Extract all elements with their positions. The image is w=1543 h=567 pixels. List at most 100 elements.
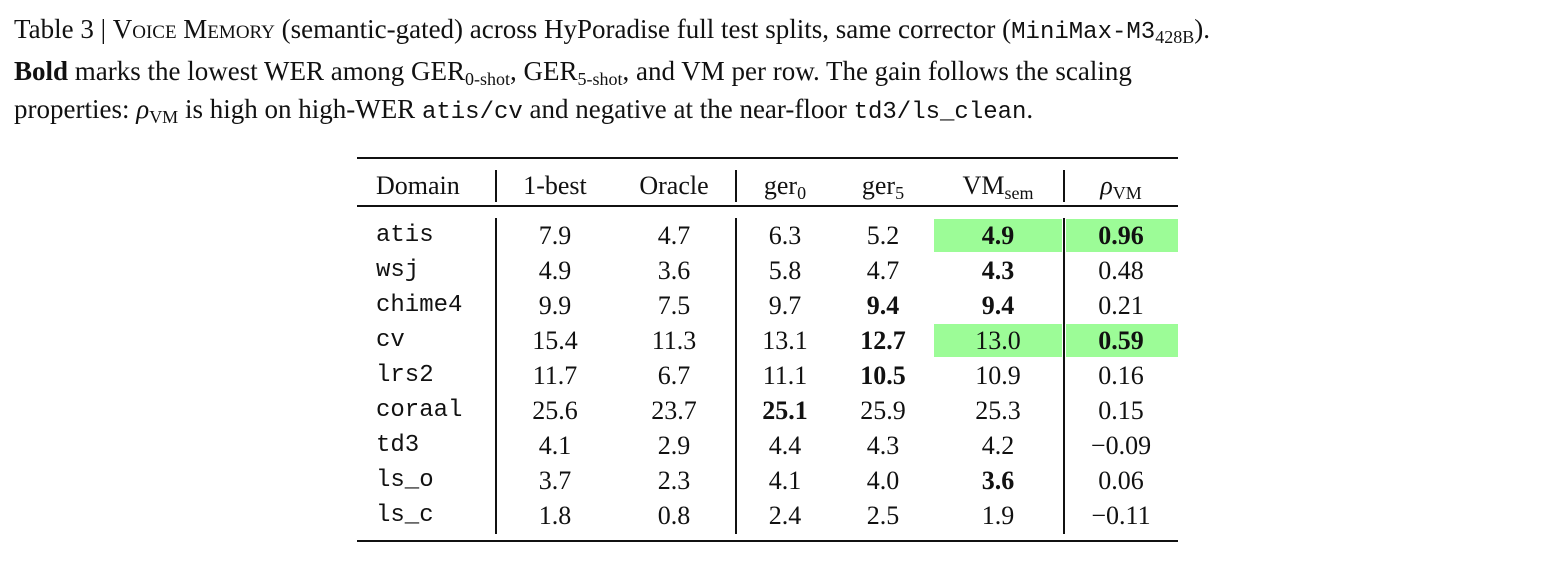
caption-text: , and VM per row. The gain follows the s… [622, 56, 1132, 86]
table-cell: 4.4 [768, 431, 802, 460]
row-label: ls_o [376, 467, 434, 494]
cell-highlight [934, 219, 1062, 252]
caption-code: td3/ls_clean [853, 99, 1027, 126]
table-cell: 2.4 [768, 501, 802, 530]
header-cell: ρVM [1041, 168, 1201, 203]
mid-rule [357, 205, 1178, 207]
header-cell: ger5 [803, 168, 963, 203]
table-cell: 15.4 [532, 326, 578, 355]
table-cell: 6.3 [768, 221, 802, 250]
table-cell: 3.6 [981, 466, 1015, 495]
header-text: ger [763, 171, 798, 200]
table-cell: 6.7 [657, 361, 691, 390]
table-cell: 10.9 [975, 361, 1021, 390]
caption-symbol: ρ [136, 94, 150, 124]
table-cell: 25.6 [532, 396, 578, 425]
header-text: ρ [1100, 171, 1113, 200]
table-cell: 4.9 [538, 256, 572, 285]
caption-code: atis/cv [421, 99, 523, 126]
table-cell: 0.48 [1098, 256, 1144, 285]
caption-text: marks the lowest WER among GER [68, 56, 465, 86]
table-cell: 5.2 [866, 221, 900, 250]
header-text: Oracle [639, 171, 709, 200]
caption-text: ). [1194, 14, 1210, 44]
caption-sub: 0-shot [464, 69, 510, 89]
column-separator [735, 218, 737, 534]
table-cell: 0.59 [1098, 326, 1144, 355]
row-label: cv [376, 327, 405, 354]
caption-text: Table 3 | [14, 14, 113, 44]
table-cell: 1.8 [538, 501, 572, 530]
table-cell: 12.7 [860, 326, 906, 355]
table-cell: 9.4 [981, 291, 1015, 320]
table-cell: 3.6 [657, 256, 691, 285]
caption-text: (semantic-gated) across HyPoradise full … [274, 14, 1012, 44]
header-sub: 0 [797, 183, 807, 203]
header-cell: 1-best [475, 168, 635, 203]
header-sub: 5 [895, 183, 905, 203]
top-rule [357, 157, 1178, 159]
table-cell: 9.4 [866, 291, 900, 320]
header-cell: VMsem [918, 168, 1078, 203]
header-cell: ger0 [705, 168, 865, 203]
caption-text: Voice Memory [112, 14, 275, 44]
table-cell: 4.0 [866, 466, 900, 495]
table-cell: 2.9 [657, 431, 691, 460]
table-cell: 4.9 [981, 221, 1015, 250]
caption-sub: 428B [1155, 27, 1195, 47]
table-cell: 0.21 [1098, 291, 1144, 320]
header-text: VM [962, 171, 1005, 200]
caption-sub: 5-shot [577, 69, 623, 89]
caption-text: Bold [14, 56, 69, 86]
caption-code: MiniMax-M3 [1011, 19, 1156, 46]
table-cell: 4.7 [657, 221, 691, 250]
caption-text: . [1026, 94, 1034, 124]
row-label: wsj [376, 257, 420, 284]
caption-text: , GER [509, 56, 578, 86]
table-cell: 7.5 [657, 291, 691, 320]
table-cell: 7.9 [538, 221, 572, 250]
column-separator [1063, 218, 1065, 534]
table-cell: 0.16 [1098, 361, 1144, 390]
table-cell: 25.9 [860, 396, 906, 425]
table-cell: 23.7 [651, 396, 697, 425]
header-sub: VM [1112, 183, 1142, 203]
table-cell: 11.7 [532, 361, 578, 390]
cell-highlight [1066, 324, 1178, 357]
table-cell: 4.7 [866, 256, 900, 285]
cell-highlight [934, 324, 1062, 357]
table-cell: 10.5 [860, 361, 906, 390]
table-cell: 2.5 [866, 501, 900, 530]
caption: Table 3 | Voice Memory (semantic-gated) … [14, 10, 1210, 132]
table-cell: −0.11 [1091, 501, 1151, 530]
header-cell: Domain [376, 168, 460, 203]
table-cell: 4.1 [538, 431, 572, 460]
row-label: ls_c [376, 502, 434, 529]
caption-text: properties: [14, 94, 137, 124]
table-cell: 9.7 [768, 291, 802, 320]
caption-text: is high on high-WER [178, 94, 422, 124]
table-cell: 3.7 [538, 466, 572, 495]
row-label: atis [376, 222, 434, 249]
caption-text: and negative at the near-floor [522, 94, 854, 124]
table-cell: 5.8 [768, 256, 802, 285]
row-label: lrs2 [376, 362, 434, 389]
table-cell: 9.9 [538, 291, 572, 320]
table-cell: 11.3 [651, 326, 697, 355]
table-cell: 0.8 [657, 501, 691, 530]
table-cell: 4.2 [981, 431, 1015, 460]
column-separator [495, 218, 497, 534]
table-cell: 1.9 [981, 501, 1015, 530]
header-text: ger [861, 171, 896, 200]
column-separator [1063, 170, 1065, 202]
table-cell: 0.96 [1098, 221, 1144, 250]
table-cell: 13.1 [762, 326, 808, 355]
row-label: coraal [376, 397, 463, 424]
table-cell: −0.09 [1090, 431, 1152, 460]
table-cell: 0.15 [1098, 396, 1144, 425]
column-separator [735, 170, 737, 202]
table-cell: 25.3 [975, 396, 1021, 425]
table-cell: 2.3 [657, 466, 691, 495]
row-label: chime4 [376, 292, 463, 319]
table-cell: 4.3 [866, 431, 900, 460]
